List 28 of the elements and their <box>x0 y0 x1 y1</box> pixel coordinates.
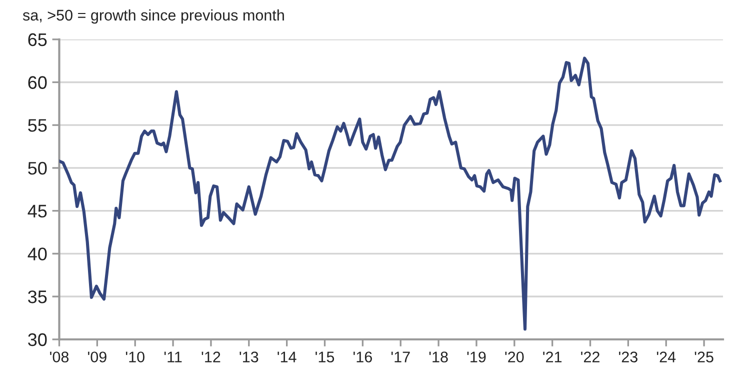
x-tick-label: '16 <box>354 352 372 362</box>
x-tick-label: '13 <box>240 352 258 362</box>
x-tick-label: '19 <box>467 352 486 362</box>
x-tick-label: '23 <box>619 352 638 362</box>
x-tick-label: '10 <box>126 352 144 362</box>
x-tick-label: '15 <box>316 352 334 362</box>
y-tick-label: 60 <box>28 76 47 89</box>
y-tick-label: 55 <box>28 119 47 132</box>
y-tick-label: 65 <box>28 33 47 46</box>
x-tick-label: '12 <box>202 352 220 362</box>
x-tick-label: '21 <box>543 352 562 362</box>
x-tick-label: '17 <box>391 352 410 362</box>
x-tick-label: '25 <box>694 352 714 362</box>
x-tick-label: '20 <box>505 352 524 362</box>
x-tick-label: '14 <box>278 352 296 362</box>
y-tick-label: 30 <box>28 333 47 346</box>
x-tick-label: '09 <box>88 352 106 362</box>
x-tick-label: '11 <box>164 352 182 362</box>
x-tick-label: '22 <box>581 352 600 362</box>
x-tick-label: '24 <box>656 352 676 362</box>
y-tick-label: 35 <box>28 290 47 304</box>
y-tick-label: 45 <box>28 204 47 218</box>
chart-subtitle: sa, >50 = growth since previous month <box>22 9 284 24</box>
line-series <box>59 56 722 331</box>
x-tick-label: '08 <box>50 352 69 362</box>
x-tick-label: '18 <box>429 352 448 362</box>
y-tick-label: 50 <box>28 162 47 175</box>
y-tick-label: 40 <box>28 248 47 260</box>
